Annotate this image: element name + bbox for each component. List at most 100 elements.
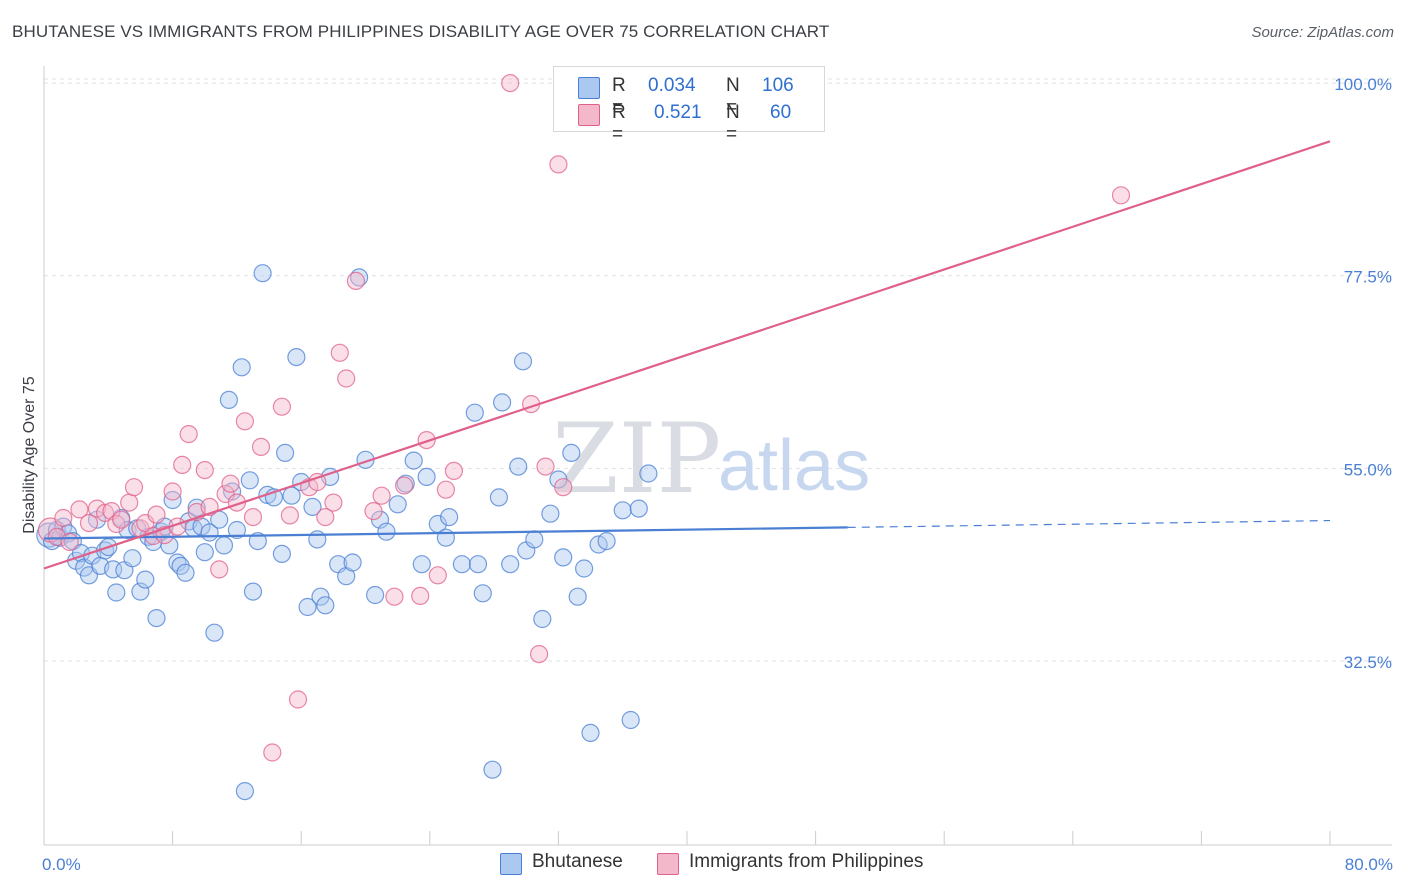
x-tick-label-max: 80.0% <box>1345 855 1393 874</box>
bhutanese-point <box>240 471 259 490</box>
bhutanese-point <box>541 504 560 523</box>
bhutanese-point <box>316 596 335 615</box>
philippines-point <box>308 472 327 492</box>
bhutanese-point <box>493 393 512 412</box>
bhutanese-point <box>483 760 502 779</box>
philippines-point <box>536 457 555 476</box>
philippines-point <box>179 425 198 444</box>
bottom-legend-swatch-blue <box>500 853 522 875</box>
bhutanese-point <box>195 543 214 562</box>
philippines-point <box>346 271 365 290</box>
philippines-point <box>1111 186 1131 205</box>
bhutanese-point <box>388 495 407 514</box>
y-tick-label: 100.0% <box>1334 75 1392 94</box>
trend-layer <box>43 140 1331 570</box>
philippines-point <box>337 369 356 388</box>
bhutanese-point <box>468 555 488 574</box>
bhutanese-point <box>136 570 155 589</box>
philippines-point <box>324 493 343 512</box>
philippines-point <box>60 532 79 552</box>
bhutanese-point <box>147 608 166 628</box>
bhutanese-point <box>440 507 459 527</box>
watermark-zip: ZIP <box>552 403 721 515</box>
philippines-point <box>79 513 99 533</box>
philippines-point <box>272 397 291 416</box>
legend-swatch-blue <box>578 77 600 99</box>
bhutanese-point <box>597 531 616 551</box>
philippines-point <box>95 503 115 523</box>
philippines-point <box>316 507 335 527</box>
philippines-point <box>280 506 299 525</box>
philippines-point <box>444 461 463 480</box>
bhutanese-point <box>232 358 251 377</box>
bhutanese-point <box>501 555 520 574</box>
bhutanese-point <box>235 781 254 801</box>
philippines-point <box>436 480 455 499</box>
bhutanese-point <box>554 548 573 567</box>
tick-label-layer: 32.5% 55.0% 77.5% 100.0% <box>1334 75 1392 672</box>
philippines-point <box>195 461 214 480</box>
bhutanese-point <box>417 467 436 486</box>
bottom-legend-label: Immigrants from Philippines <box>689 851 924 872</box>
bhutanese-point <box>243 582 263 601</box>
philippines-point <box>330 343 349 362</box>
bhutanese-point <box>214 536 234 555</box>
y-tick-label: 77.5% <box>1344 268 1392 287</box>
philippines-point <box>243 507 263 527</box>
bhutanese-point <box>568 587 587 606</box>
bhutanese-point <box>205 623 224 642</box>
philippines-point <box>395 476 414 495</box>
philippines-point <box>251 437 271 456</box>
chart-title: BHUTANESE VS IMMIGRANTS FROM PHILIPPINES… <box>12 22 830 41</box>
watermark: ZIP atlas <box>552 403 870 515</box>
philippines-point <box>147 505 166 524</box>
philippines-point <box>120 493 139 512</box>
bhutanese-point <box>308 530 327 549</box>
bhutanese-point <box>473 584 492 603</box>
bhutanese-point <box>350 268 369 287</box>
philippines-point <box>235 412 254 431</box>
philippines-point <box>501 73 520 93</box>
bhutanese-point <box>533 609 552 629</box>
axes-layer <box>43 66 1392 846</box>
bhutanese-point <box>176 563 195 582</box>
philippines-point <box>288 690 308 709</box>
bhutanese-point <box>366 585 385 605</box>
bhutanese-point <box>253 264 272 283</box>
points-layer <box>36 73 1131 801</box>
bhutanese-point <box>509 457 528 476</box>
bhutanese-point <box>123 549 142 568</box>
legend-n-label: N = <box>726 75 740 118</box>
philippines-point <box>263 743 282 762</box>
bhutanese-point <box>248 531 267 551</box>
bhutanese-point <box>187 498 206 517</box>
correlation-legend: R = 0.034 N = 106 R = 0.521 N = 60 <box>553 66 825 145</box>
philippines-point <box>70 500 89 519</box>
legend-r-value: 0.521 <box>654 102 702 123</box>
philippines-point <box>124 478 144 497</box>
philippines-point <box>112 510 131 529</box>
philippines-point <box>417 431 436 450</box>
bhutanese-point <box>513 352 533 371</box>
bottom-legend-label: Bhutanese <box>532 851 623 872</box>
philippines-point <box>385 587 404 606</box>
philippines-point <box>221 474 240 493</box>
bhutanese-point <box>219 390 238 409</box>
legend-r-label: R = <box>612 102 626 145</box>
philippines-point <box>364 502 383 521</box>
bhutanese-point <box>107 583 126 602</box>
bhutanese-point <box>452 555 471 574</box>
bhutanese-point <box>639 464 658 483</box>
bhutanese-trend-extension <box>847 519 1331 529</box>
philippines-point <box>87 499 107 518</box>
philippines-point <box>173 455 192 474</box>
bhutanese-point <box>562 443 581 462</box>
bhutanese-point <box>621 710 640 730</box>
legend-n-value: 60 <box>770 102 792 123</box>
legend-n-label: N = <box>726 102 740 145</box>
philippines-point <box>372 486 391 505</box>
bhutanese-point <box>412 555 431 574</box>
bhutanese-point <box>377 522 396 541</box>
watermark-atlas: atlas <box>718 426 870 506</box>
philippines-trend-line <box>43 140 1331 570</box>
